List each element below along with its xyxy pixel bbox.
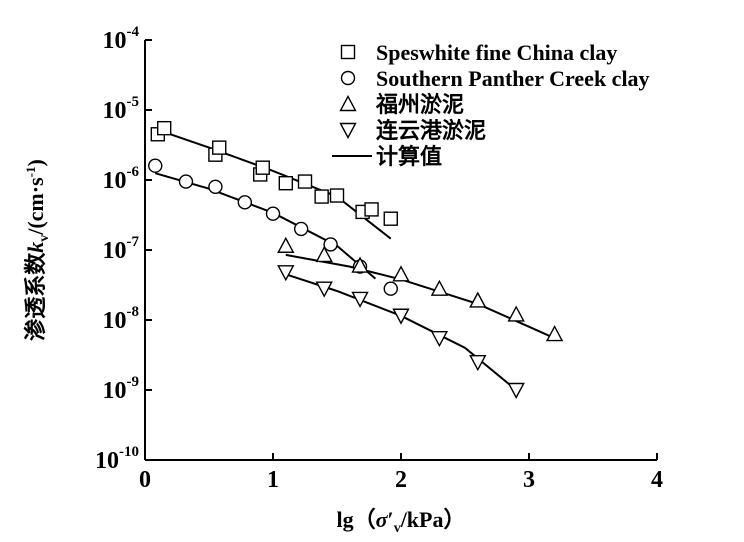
china-clay-point: [278, 176, 293, 191]
lianyungang-silt-point: [430, 330, 449, 348]
x-ticks: 0 1 2 3 4: [139, 453, 663, 493]
china-clay-point: [314, 189, 329, 204]
panther-creek-point: [293, 221, 309, 237]
legend-label: 计算值: [376, 144, 442, 169]
fuzhou-silt-point: [351, 256, 369, 273]
china-clay-point: [364, 202, 379, 217]
panther-creek-point: [208, 179, 223, 194]
y-tick-label: 10-7: [103, 234, 140, 264]
lianyungang-silt-point: [351, 291, 369, 308]
panther-creek-point: [383, 281, 398, 296]
panther-creek-point: [323, 237, 338, 252]
china-clay-point: [255, 160, 270, 175]
x-tick-label: 2: [395, 467, 407, 493]
x-tick-label: 1: [267, 467, 279, 493]
legend-label: 福州淤泥: [375, 92, 464, 117]
panther-creek-point: [148, 158, 163, 173]
data-markers: [148, 120, 564, 399]
x-axis-label: lg（σ′v/kPa）: [337, 507, 466, 536]
fuzhou-silt-point: [430, 279, 449, 296]
x-tick-label: 0: [139, 467, 151, 493]
x-tick-label: 4: [651, 467, 663, 493]
lianyungang-silt-point: [392, 308, 410, 325]
y-tick-label: 10-4: [103, 24, 140, 54]
lianyungang-silt-point: [469, 354, 487, 372]
panther-creek-point: [178, 174, 194, 189]
y-axis-label: 渗透系数kv/(cm·s-1): [23, 159, 52, 341]
fuzhou-silt-point: [392, 265, 410, 282]
china-clay-point: [329, 188, 345, 203]
y-tick-label: 10-8: [103, 304, 140, 334]
lianyungang-silt-point: [277, 265, 295, 282]
lianyungang-silt-point: [315, 281, 333, 298]
y-tick-label: 10-9: [103, 374, 140, 404]
legend-marker-circle: [340, 70, 356, 86]
lianyungang-silt-point: [507, 382, 525, 399]
china-clay-point: [383, 211, 398, 226]
fit-line: [157, 128, 392, 240]
fuzhou-silt-point: [277, 236, 295, 253]
china-clay-point: [297, 174, 313, 189]
legend-label: Southern Panther Creek clay: [376, 66, 650, 91]
fuzhou-silt-point: [315, 245, 333, 263]
fuzhou-silt-point: [545, 325, 564, 342]
fuzhou-silt-point: [469, 291, 487, 308]
y-tick-label: 10-10: [95, 444, 139, 474]
legend-marker-square: [340, 44, 356, 60]
legend-marker-triangle-down: [339, 122, 357, 139]
panther-creek-point: [265, 206, 281, 221]
legend-label: 连云港淤泥: [376, 118, 486, 143]
legend-marker-triangle-up: [339, 95, 357, 112]
fit-line: [285, 273, 517, 391]
fuzhou-silt-point: [507, 305, 525, 322]
legend-label: Speswhite fine China clay: [376, 40, 617, 65]
y-ticks: 10-4 10-5 10-6 10-7 10-8 10-9 10-10: [95, 24, 152, 474]
china-clay-point: [156, 120, 172, 136]
x-tick-label: 3: [523, 467, 535, 493]
fit-lines: [154, 128, 556, 391]
y-tick-label: 10-5: [103, 94, 140, 124]
china-clay-point: [212, 140, 227, 155]
y-tick-label: 10-6: [103, 164, 140, 194]
panther-creek-point: [237, 195, 253, 210]
